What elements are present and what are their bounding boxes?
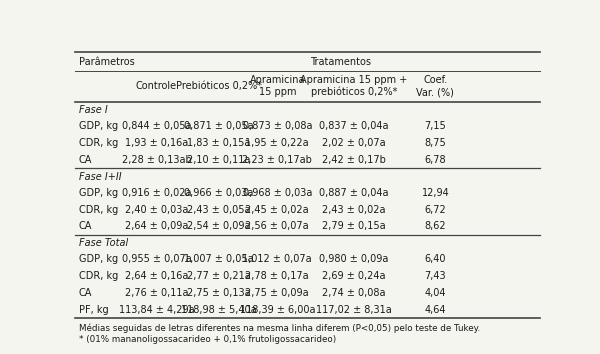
- Text: 0,873 ± 0,08a: 0,873 ± 0,08a: [242, 121, 312, 131]
- Text: 2,69 ± 0,24a: 2,69 ± 0,24a: [322, 271, 386, 281]
- Text: 113,84 ± 4,29a: 113,84 ± 4,29a: [119, 305, 194, 315]
- Text: Fase I+II: Fase I+II: [79, 172, 121, 182]
- Text: 7,43: 7,43: [425, 271, 446, 281]
- Text: 2,78 ± 0,17a: 2,78 ± 0,17a: [245, 271, 309, 281]
- Text: * (01% mananoligossacarideo + 0,1% frutoligossacarideo): * (01% mananoligossacarideo + 0,1% fruto…: [79, 335, 336, 344]
- Text: Tratamentos: Tratamentos: [310, 57, 371, 67]
- Text: PF, kg: PF, kg: [79, 305, 109, 315]
- Text: 2,10 ± 0,11a: 2,10 ± 0,11a: [187, 155, 251, 165]
- Text: 6,72: 6,72: [425, 205, 446, 215]
- Text: GDP, kg: GDP, kg: [79, 254, 118, 264]
- Text: CA: CA: [79, 288, 92, 298]
- Text: 8,75: 8,75: [425, 138, 446, 148]
- Text: 0,966 ± 0,03a: 0,966 ± 0,03a: [184, 188, 254, 198]
- Text: 0,871 ± 0,05a: 0,871 ± 0,05a: [184, 121, 254, 131]
- Text: 117,02 ± 8,31a: 117,02 ± 8,31a: [316, 305, 392, 315]
- Text: CA: CA: [79, 155, 92, 165]
- Text: 2,42 ± 0,17b: 2,42 ± 0,17b: [322, 155, 386, 165]
- Text: 2,64 ± 0,16a: 2,64 ± 0,16a: [125, 271, 188, 281]
- Text: 2,75 ± 0,09a: 2,75 ± 0,09a: [245, 288, 309, 298]
- Text: 0,968 ± 0,03a: 0,968 ± 0,03a: [242, 188, 312, 198]
- Text: 2,75 ± 0,13a: 2,75 ± 0,13a: [187, 288, 251, 298]
- Text: Fase Total: Fase Total: [79, 238, 128, 248]
- Text: 0,887 ± 0,04a: 0,887 ± 0,04a: [319, 188, 389, 198]
- Text: 2,79 ± 0,15a: 2,79 ± 0,15a: [322, 222, 386, 232]
- Text: 2,43 ± 0,05a: 2,43 ± 0,05a: [187, 205, 251, 215]
- Text: 1,012 ± 0,07a: 1,012 ± 0,07a: [242, 254, 312, 264]
- Text: CDR, kg: CDR, kg: [79, 271, 118, 281]
- Text: Apramicina 15 ppm +
prebióticos 0,2%*: Apramicina 15 ppm + prebióticos 0,2%*: [301, 75, 407, 97]
- Text: Apramicina
15 ppm: Apramicina 15 ppm: [250, 75, 305, 97]
- Text: 118,39 ± 6,00a: 118,39 ± 6,00a: [239, 305, 315, 315]
- Text: 2,28 ± 0,13ab: 2,28 ± 0,13ab: [121, 155, 191, 165]
- Text: 1,95 ± 0,22a: 1,95 ± 0,22a: [245, 138, 309, 148]
- Text: 1,007 ± 0,05a: 1,007 ± 0,05a: [184, 254, 254, 264]
- Text: 2,56 ± 0,07a: 2,56 ± 0,07a: [245, 222, 309, 232]
- Text: Prebióticos 0,2%*: Prebióticos 0,2%*: [176, 81, 262, 91]
- Text: 2,74 ± 0,08a: 2,74 ± 0,08a: [322, 288, 386, 298]
- Text: CDR, kg: CDR, kg: [79, 138, 118, 148]
- Text: 0,955 ± 0,07a: 0,955 ± 0,07a: [121, 254, 191, 264]
- Text: 2,23 ± 0,17ab: 2,23 ± 0,17ab: [242, 155, 312, 165]
- Text: 7,15: 7,15: [425, 121, 446, 131]
- Text: CA: CA: [79, 222, 92, 232]
- Text: 0,980 ± 0,09a: 0,980 ± 0,09a: [319, 254, 389, 264]
- Text: Controle: Controle: [136, 81, 177, 91]
- Text: 6,78: 6,78: [425, 155, 446, 165]
- Text: Coef.
Var. (%): Coef. Var. (%): [416, 75, 454, 97]
- Text: 2,40 ± 0,03a: 2,40 ± 0,03a: [125, 205, 188, 215]
- Text: 6,40: 6,40: [425, 254, 446, 264]
- Text: 12,94: 12,94: [421, 188, 449, 198]
- Text: 2,76 ± 0,11a: 2,76 ± 0,11a: [125, 288, 188, 298]
- Text: 2,45 ± 0,02a: 2,45 ± 0,02a: [245, 205, 309, 215]
- Text: 2,77 ± 0,21a: 2,77 ± 0,21a: [187, 271, 251, 281]
- Text: 2,43 ± 0,02a: 2,43 ± 0,02a: [322, 205, 386, 215]
- Text: 0,837 ± 0,04a: 0,837 ± 0,04a: [319, 121, 389, 131]
- Text: 2,02 ± 0,07a: 2,02 ± 0,07a: [322, 138, 386, 148]
- Text: 4,04: 4,04: [425, 288, 446, 298]
- Text: GDP, kg: GDP, kg: [79, 121, 118, 131]
- Text: 8,62: 8,62: [425, 222, 446, 232]
- Text: GDP, kg: GDP, kg: [79, 188, 118, 198]
- Text: CDR, kg: CDR, kg: [79, 205, 118, 215]
- Text: Parâmetros: Parâmetros: [79, 57, 134, 67]
- Text: 1,93 ± 0,16a: 1,93 ± 0,16a: [125, 138, 188, 148]
- Text: 2,64 ± 0,09a: 2,64 ± 0,09a: [125, 222, 188, 232]
- Text: 118,98 ± 5,40a: 118,98 ± 5,40a: [181, 305, 257, 315]
- Text: Fase I: Fase I: [79, 105, 107, 115]
- Text: 1,83 ± 0,15a: 1,83 ± 0,15a: [187, 138, 251, 148]
- Text: 4,64: 4,64: [425, 305, 446, 315]
- Text: Médias seguidas de letras diferentes na mesma linha diferem (P<0,05) pelo teste : Médias seguidas de letras diferentes na …: [79, 323, 480, 333]
- Text: 0,844 ± 0,05a: 0,844 ± 0,05a: [122, 121, 191, 131]
- Text: 2,54 ± 0,09a: 2,54 ± 0,09a: [187, 222, 251, 232]
- Text: 0,916 ± 0,02a: 0,916 ± 0,02a: [122, 188, 191, 198]
